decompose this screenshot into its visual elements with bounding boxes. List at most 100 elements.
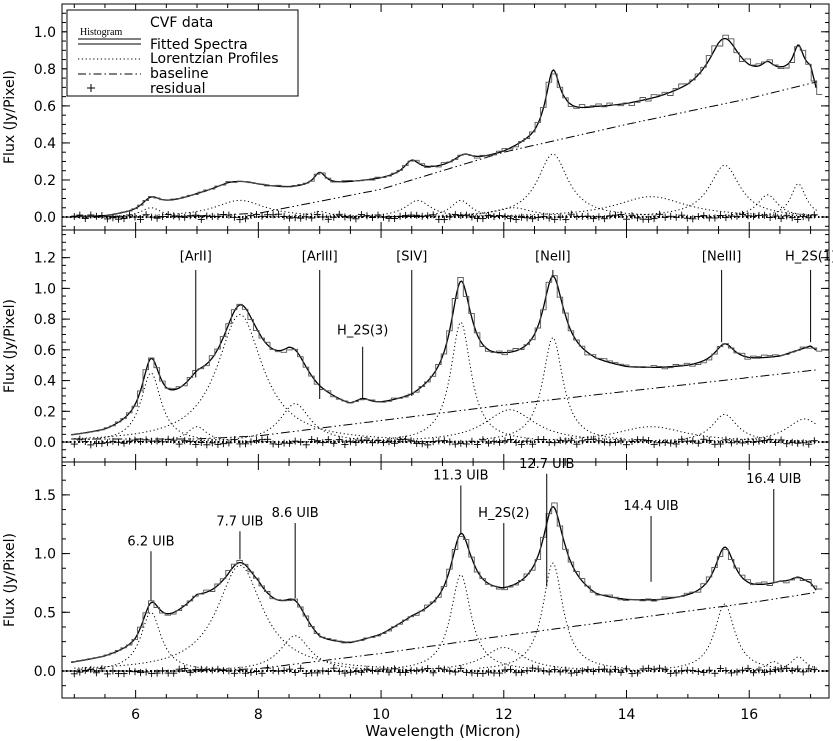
residual-point [153, 669, 161, 677]
residual-point [678, 667, 686, 675]
residual-point [512, 216, 520, 223]
residual-point [783, 440, 791, 448]
annotation-label: 12.7 UIB [519, 457, 574, 472]
residual-point [656, 210, 664, 218]
residual-point [468, 437, 476, 445]
residual-point [705, 666, 713, 674]
y-tick-label: 0.8 [34, 312, 56, 328]
residual-point [761, 437, 769, 444]
residual-point [551, 439, 559, 447]
residual-point [324, 668, 332, 675]
baseline-curve [71, 81, 817, 218]
residual-point [313, 437, 321, 445]
residual-point [126, 211, 133, 219]
residual-point [772, 438, 780, 446]
residual-point [562, 216, 570, 224]
residual-point [153, 437, 161, 445]
residual-point [330, 213, 338, 221]
residual-point [103, 215, 111, 223]
x-tick-label: 10 [372, 707, 390, 723]
residual-point [148, 670, 156, 678]
y-axis-label: Flux (Jy/Pixel) [2, 533, 18, 627]
residual-point [170, 212, 178, 220]
residual-point [783, 212, 791, 220]
residual-point [385, 438, 393, 446]
residual-point [661, 439, 669, 446]
residual-point [529, 215, 537, 223]
baseline-curve [71, 369, 817, 440]
residual-point [584, 666, 592, 674]
residual-point [529, 664, 537, 672]
residual-point [109, 437, 117, 445]
lorentzian-profile [184, 403, 406, 442]
residual-point [374, 437, 382, 445]
residual-point [92, 669, 100, 677]
residual-point [623, 215, 630, 223]
residual-point [440, 216, 448, 224]
residual-point [545, 214, 553, 222]
x-tick-label: 8 [254, 707, 263, 723]
residual-point [120, 215, 128, 222]
residual-point [661, 665, 669, 673]
lorentzian-profile [74, 564, 406, 669]
x-tick-label: 14 [618, 707, 636, 723]
residual-point [672, 669, 680, 677]
residual-point [556, 668, 564, 676]
residual-point [501, 666, 509, 674]
residual-point [225, 667, 233, 675]
residual-point [534, 214, 542, 221]
residual-point [164, 435, 172, 443]
residual-point [264, 664, 272, 672]
residual-point [777, 436, 785, 444]
residual-point [308, 436, 316, 443]
residual-point [623, 665, 630, 673]
legend-residual-swatch [87, 84, 95, 92]
residual-point [650, 440, 658, 448]
lorentzian-profile [387, 574, 535, 669]
residual-point [369, 214, 376, 221]
residual-point [700, 669, 708, 676]
residual-point [380, 439, 387, 447]
residual-point [810, 666, 818, 673]
residual-point [391, 215, 399, 222]
lorentzian-profile [442, 153, 664, 216]
residual-point [219, 440, 227, 448]
residual-point [159, 667, 167, 675]
residual-point [280, 666, 288, 674]
residual-point [545, 668, 553, 676]
lorentzian-profile [356, 646, 652, 671]
residual-point [429, 211, 437, 219]
residual-point [490, 437, 498, 445]
residual-point [181, 213, 189, 221]
residual-point [429, 669, 437, 677]
y-tick-label: 0.2 [34, 404, 56, 420]
residual-point [87, 441, 95, 449]
residual-point [413, 211, 421, 219]
residual-point [733, 668, 741, 676]
residual-point [70, 440, 78, 448]
lorentzian-profile [675, 418, 817, 442]
residual-point [335, 667, 343, 675]
residual-point [424, 212, 432, 220]
residual-point [186, 212, 194, 220]
residual-point [203, 666, 211, 674]
residual-point [468, 213, 476, 221]
residual-point [418, 440, 426, 448]
residual-point [589, 667, 597, 675]
residual-point [656, 664, 664, 672]
residual-point [242, 669, 249, 677]
residual-point [275, 210, 283, 218]
residual-point [214, 440, 222, 448]
residual-point [208, 439, 216, 447]
residual-point [634, 214, 642, 222]
residual-point [98, 665, 106, 673]
residual-point [269, 667, 277, 674]
residual-point [374, 211, 382, 219]
residual-point [727, 439, 735, 447]
y-axis-label: Flux (Jy/Pixel) [2, 299, 18, 393]
residual-point [628, 670, 636, 678]
y-tick-label: 0.4 [34, 374, 56, 390]
residual-point [628, 438, 636, 445]
residual-point [181, 437, 189, 445]
